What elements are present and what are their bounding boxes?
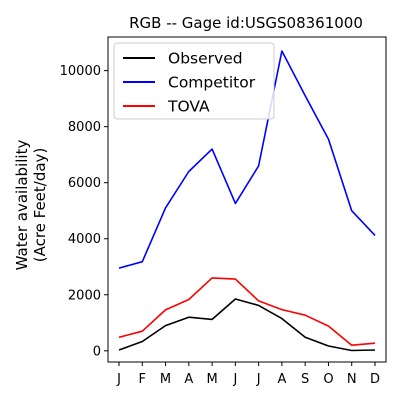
x-tick-label: M bbox=[206, 372, 217, 387]
y-tick-label: 0 bbox=[93, 344, 101, 359]
x-tick-label: N bbox=[347, 372, 357, 387]
chart-title: RGB -- Gage id:USGS08361000 bbox=[129, 14, 363, 32]
legend-entry: Observed bbox=[168, 50, 243, 68]
y-axis-label-line1: Water availability bbox=[13, 140, 31, 271]
y-tick-label: 10000 bbox=[60, 64, 101, 79]
x-tick-label: J bbox=[116, 372, 121, 387]
legend-entry: Competitor bbox=[168, 74, 256, 92]
x-tick-label: A bbox=[184, 372, 193, 387]
y-axis-label-line2: (Acre Feet/day) bbox=[31, 148, 49, 263]
series-line-tova bbox=[118, 277, 376, 347]
y-tick-label: 2000 bbox=[68, 288, 101, 303]
x-tick-label: J bbox=[256, 372, 261, 387]
y-axis-label: Water availability (Acre Feet/day) bbox=[13, 140, 49, 271]
series-line-competitor bbox=[118, 50, 376, 269]
y-tick-label: 8000 bbox=[68, 120, 101, 135]
x-tick-label: M bbox=[160, 372, 171, 387]
x-tick-label: A bbox=[277, 372, 286, 387]
x-tick-label: O bbox=[323, 372, 333, 387]
x-tick-label: J bbox=[232, 372, 237, 387]
y-tick-label: 4000 bbox=[68, 232, 101, 247]
x-tick-label: F bbox=[139, 372, 146, 387]
x-tick-label: D bbox=[370, 372, 380, 387]
legend: Observed Competitor TOVA bbox=[113, 42, 275, 120]
x-tick-label: S bbox=[301, 372, 309, 387]
series-line-observed bbox=[118, 298, 376, 352]
series-layer bbox=[118, 50, 376, 352]
plot-frame bbox=[107, 36, 387, 363]
legend-box bbox=[113, 42, 275, 120]
legend-entry: TOVA bbox=[167, 98, 210, 116]
y-tick-label: 6000 bbox=[68, 176, 101, 191]
